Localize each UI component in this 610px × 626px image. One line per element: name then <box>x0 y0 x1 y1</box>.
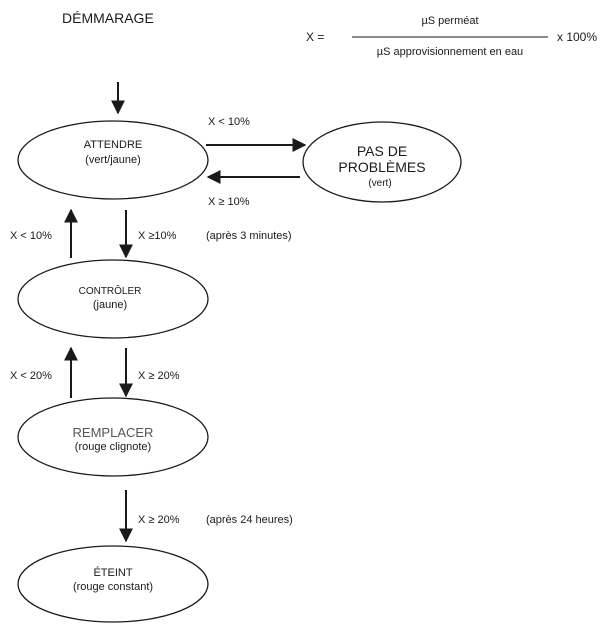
start-label: DÉMMARAGE <box>62 10 154 26</box>
label-attendre-to-controler: X ≥10% <box>138 230 177 242</box>
label-remplacer-to-eteint: X ≥ 20% <box>138 514 180 526</box>
state-controler <box>17 259 209 339</box>
formula-numerator: µS perméat <box>421 15 479 27</box>
state-ok-title-line1: PAS DE <box>356 143 408 159</box>
state-attendre <box>17 120 209 200</box>
label-attendre-to-ok: X < 10% <box>208 116 250 128</box>
state-eteint <box>17 545 209 623</box>
state-remplacer-title: REMPLACER <box>72 425 154 440</box>
state-eteint-subtitle: (rouge constant) <box>72 581 154 593</box>
state-eteint-title: ÉTEINT <box>93 567 133 579</box>
state-ok-subtitle: (vert) <box>368 178 392 189</box>
state-remplacer <box>17 397 209 477</box>
label-remplacer-to-controler: X < 20% <box>10 370 52 382</box>
state-controler-title: CONTRÔLER <box>78 286 142 297</box>
formula-factor: x 100% <box>557 30 598 44</box>
note-remplacer-to-eteint: (après 24 heures) <box>206 514 293 526</box>
state-controler-subtitle: (jaune) <box>92 299 128 311</box>
state-attendre-subtitle: (vert/jaune) <box>85 154 141 166</box>
label-controler-to-remplacer: X ≥ 20% <box>138 370 180 382</box>
state-pas-de-problemes <box>302 121 462 203</box>
state-attendre-title: ATTENDRE <box>83 139 143 151</box>
state-remplacer-subtitle: (rouge clignote) <box>74 441 152 453</box>
label-ok-to-attendre: X ≥ 10% <box>208 196 250 208</box>
formula-lhs: X = <box>306 30 325 44</box>
note-attendre-to-controler: (après 3 minutes) <box>206 230 292 242</box>
state-ok-title-line2: PROBLÈMES <box>338 159 426 175</box>
label-controler-to-attendre: X < 10% <box>10 230 52 242</box>
formula-denominator: µS approvisionnement en eau <box>376 46 524 58</box>
